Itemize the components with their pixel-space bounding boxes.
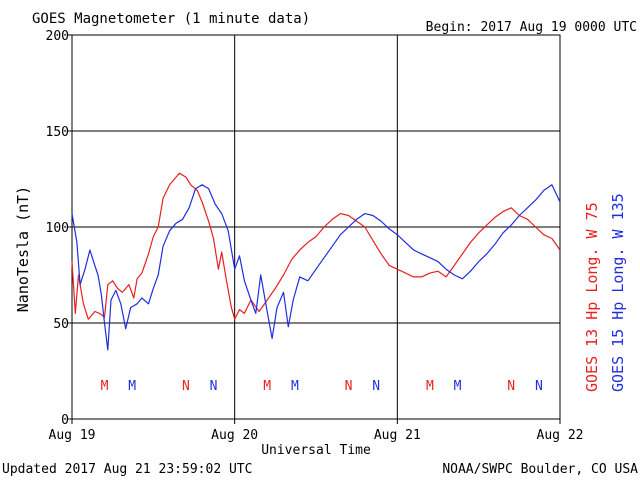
series-lines	[71, 172, 561, 351]
event-marker-label: M	[426, 379, 434, 394]
x-tick-label: Aug 22	[537, 428, 584, 443]
y-tick-label: 0	[61, 413, 69, 428]
y-tick-label: 200	[46, 29, 69, 44]
x-axis-label: Universal Time	[261, 443, 371, 458]
y-tick-label: 150	[46, 125, 69, 140]
y-tick-label: 50	[53, 317, 69, 332]
event-marker-label: M	[263, 379, 271, 394]
event-marker-label: N	[372, 379, 380, 394]
event-marker-label: M	[128, 379, 136, 394]
x-tick-label: Aug 19	[49, 428, 96, 443]
event-marker-label: N	[182, 379, 190, 394]
event-marker-label: M	[291, 379, 299, 394]
event-marker-label: N	[507, 379, 515, 394]
x-tick-label: Aug 21	[374, 428, 421, 443]
x-axis-ticks: Aug 19 Aug 20 Aug 21 Aug 22	[49, 419, 584, 443]
begin-label: Begin: 2017 Aug 19 0000 UTC	[426, 20, 637, 35]
x-tick-label: Aug 20	[211, 428, 258, 443]
event-marker-label: M	[101, 379, 109, 394]
credit-label: NOAA/SWPC Boulder, CO USA	[442, 462, 638, 477]
event-marker-label: N	[535, 379, 543, 394]
series-line-1	[71, 184, 561, 351]
chart-title: GOES Magnetometer (1 minute data)	[32, 11, 310, 27]
grid-lines	[72, 35, 560, 419]
legend-series-goes15: GOES 15 Hp Long. W 135	[609, 193, 627, 392]
event-marker-label: M	[454, 379, 462, 394]
legend-series-goes13: GOES 13 Hp Long. W 75	[583, 202, 601, 392]
series-line-0	[71, 172, 561, 320]
event-marker-label: N	[345, 379, 353, 394]
updated-timestamp: Updated 2017 Aug 21 23:59:02 UTC	[2, 462, 252, 477]
y-axis-label: NanoTesla (nT)	[14, 186, 32, 312]
y-tick-label: 100	[46, 221, 69, 236]
y-axis-ticks: 0 50 100 150 200	[46, 29, 72, 428]
event-marker-label: N	[210, 379, 218, 394]
